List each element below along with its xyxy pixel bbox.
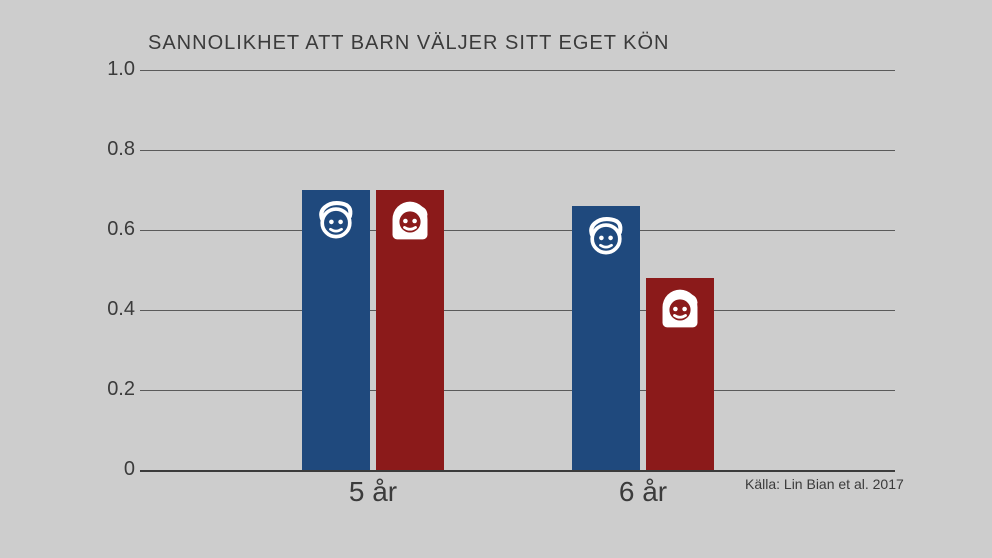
chart-title: SANNOLIKHET ATT BARN VÄLJER SITT EGET KÖ…: [148, 32, 670, 55]
girl-face-icon: [657, 286, 703, 332]
boy-face-icon: [583, 214, 629, 260]
gridline: [140, 150, 895, 151]
y-axis-label: 0.8: [95, 138, 135, 161]
girl-face-icon: [387, 198, 433, 244]
y-axis-label: 1.0: [95, 58, 135, 81]
y-axis-label: 0.6: [95, 218, 135, 241]
chart-source: Källa: Lin Bian et al. 2017: [745, 476, 904, 492]
gridline: [140, 230, 895, 231]
chart-stage: SANNOLIKHET ATT BARN VÄLJER SITT EGET KÖ…: [0, 0, 992, 558]
y-axis-label: 0.4: [95, 298, 135, 321]
chart-plot-area: 00.20.40.60.81.0 5 år 6 år: [95, 70, 895, 470]
gridline: [140, 390, 895, 391]
boy-face-icon: [313, 198, 359, 244]
category-label: 5 år: [313, 476, 433, 508]
category-label: 6 år: [583, 476, 703, 508]
y-axis-label: 0.2: [95, 378, 135, 401]
y-axis-label: 0: [95, 458, 135, 481]
axis-baseline: [140, 470, 895, 472]
gridline: [140, 310, 895, 311]
gridline: [140, 70, 895, 71]
